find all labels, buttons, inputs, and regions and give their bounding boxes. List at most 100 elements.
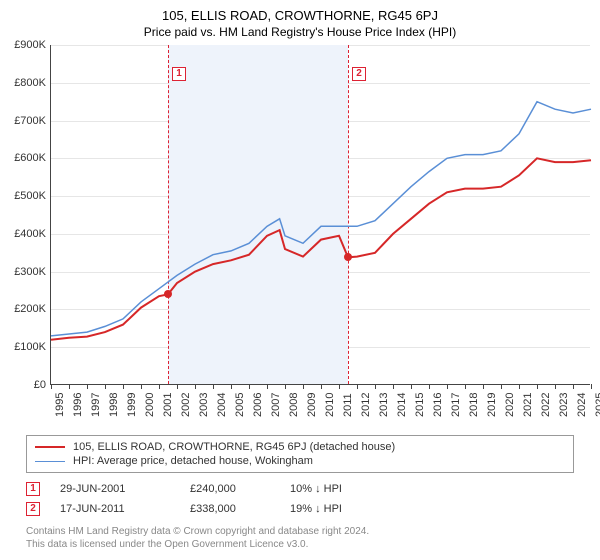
sale-dot: [164, 290, 172, 298]
x-axis-label: 2001: [162, 393, 174, 417]
x-tick: [285, 384, 286, 389]
x-axis-label: 2020: [504, 393, 516, 417]
x-tick: [501, 384, 502, 389]
x-axis-label: 2005: [234, 393, 246, 417]
x-axis-label: 2000: [144, 393, 156, 417]
x-axis-label: 2019: [486, 393, 498, 417]
footer-line: Contains HM Land Registry data © Crown c…: [26, 525, 574, 538]
x-axis-label: 1999: [126, 393, 138, 417]
x-axis-label: 2006: [252, 393, 264, 417]
x-axis-label: 2023: [558, 393, 570, 417]
x-axis-label: 2016: [432, 393, 444, 417]
x-axis-label: 2018: [468, 393, 480, 417]
x-axis-label: 2021: [522, 393, 534, 417]
y-axis-label: £700K: [0, 115, 46, 127]
line-series-svg: [51, 45, 590, 384]
x-axis-label: 2008: [288, 393, 300, 417]
x-tick: [195, 384, 196, 389]
legend-item: HPI: Average price, detached house, Woki…: [35, 454, 565, 468]
event-date: 17-JUN-2011: [60, 503, 190, 515]
plot-region: 12: [50, 45, 590, 385]
x-tick: [177, 384, 178, 389]
y-axis-label: £500K: [0, 190, 46, 202]
x-axis-label: 2011: [342, 393, 354, 417]
footer-line: This data is licensed under the Open Gov…: [26, 538, 574, 551]
event-delta: 10% ↓ HPI: [290, 483, 390, 495]
x-axis-label: 2022: [540, 393, 552, 417]
sale-dot: [344, 253, 352, 261]
x-tick: [573, 384, 574, 389]
x-axis-label: 1995: [54, 393, 66, 417]
y-axis-label: £300K: [0, 266, 46, 278]
event-marker-icon: 1: [172, 67, 186, 81]
x-tick: [159, 384, 160, 389]
x-axis-label: 2002: [180, 393, 192, 417]
sale-event-row: 1 29-JUN-2001 £240,000 10% ↓ HPI: [26, 479, 574, 499]
legend-swatch: [35, 446, 65, 448]
legend: 105, ELLIS ROAD, CROWTHORNE, RG45 6PJ (d…: [26, 435, 574, 473]
x-tick: [357, 384, 358, 389]
x-axis-label: 2017: [450, 393, 462, 417]
sale-event-row: 2 17-JUN-2011 £338,000 19% ↓ HPI: [26, 499, 574, 519]
y-axis-label: £600K: [0, 152, 46, 164]
x-axis-label: 2014: [396, 393, 408, 417]
y-axis-label: £900K: [0, 39, 46, 51]
event-marker-icon: 1: [26, 482, 40, 496]
x-axis-label: 2025: [594, 393, 600, 417]
x-tick: [249, 384, 250, 389]
x-axis-label: 2013: [378, 393, 390, 417]
x-tick: [51, 384, 52, 389]
x-tick: [105, 384, 106, 389]
chart-subtitle: Price paid vs. HM Land Registry's House …: [0, 23, 600, 45]
x-axis-label: 2024: [576, 393, 588, 417]
chart-container: 105, ELLIS ROAD, CROWTHORNE, RG45 6PJ Pr…: [0, 0, 600, 560]
y-axis-label: £200K: [0, 303, 46, 315]
event-marker-icon: 2: [26, 502, 40, 516]
event-delta: 19% ↓ HPI: [290, 503, 390, 515]
footer-attribution: Contains HM Land Registry data © Crown c…: [26, 525, 574, 551]
x-tick: [411, 384, 412, 389]
x-axis-label: 1998: [108, 393, 120, 417]
x-tick: [123, 384, 124, 389]
x-tick: [303, 384, 304, 389]
x-tick: [393, 384, 394, 389]
x-tick: [87, 384, 88, 389]
legend-item: 105, ELLIS ROAD, CROWTHORNE, RG45 6PJ (d…: [35, 440, 565, 454]
x-tick: [375, 384, 376, 389]
x-axis-label: 2015: [414, 393, 426, 417]
x-tick: [447, 384, 448, 389]
x-tick: [213, 384, 214, 389]
x-tick: [321, 384, 322, 389]
x-axis-label: 2009: [306, 393, 318, 417]
x-axis-label: 2012: [360, 393, 372, 417]
event-date: 29-JUN-2001: [60, 483, 190, 495]
event-price: £240,000: [190, 483, 290, 495]
x-tick: [141, 384, 142, 389]
x-axis-label: 1997: [90, 393, 102, 417]
x-tick: [465, 384, 466, 389]
series_property-line: [51, 158, 591, 339]
event-marker-icon: 2: [352, 67, 366, 81]
event-price: £338,000: [190, 503, 290, 515]
chart-area: £0 £100K £200K £300K £400K £500K £600K £700K £80…: [0, 45, 600, 435]
x-tick: [591, 384, 592, 389]
x-axis-label: 2007: [270, 393, 282, 417]
x-tick: [555, 384, 556, 389]
y-axis-label: £0: [0, 379, 46, 391]
x-tick: [537, 384, 538, 389]
x-tick: [69, 384, 70, 389]
y-axis-label: £800K: [0, 77, 46, 89]
y-axis-label: £400K: [0, 228, 46, 240]
legend-swatch: [35, 461, 65, 462]
x-tick: [483, 384, 484, 389]
x-axis-label: 2010: [324, 393, 336, 417]
x-tick: [519, 384, 520, 389]
y-axis-label: £100K: [0, 341, 46, 353]
x-tick: [231, 384, 232, 389]
x-axis-label: 2004: [216, 393, 228, 417]
chart-title: 105, ELLIS ROAD, CROWTHORNE, RG45 6PJ: [0, 0, 600, 23]
x-tick: [429, 384, 430, 389]
legend-label: HPI: Average price, detached house, Woki…: [73, 455, 313, 467]
x-tick: [339, 384, 340, 389]
x-axis-label: 1996: [72, 393, 84, 417]
